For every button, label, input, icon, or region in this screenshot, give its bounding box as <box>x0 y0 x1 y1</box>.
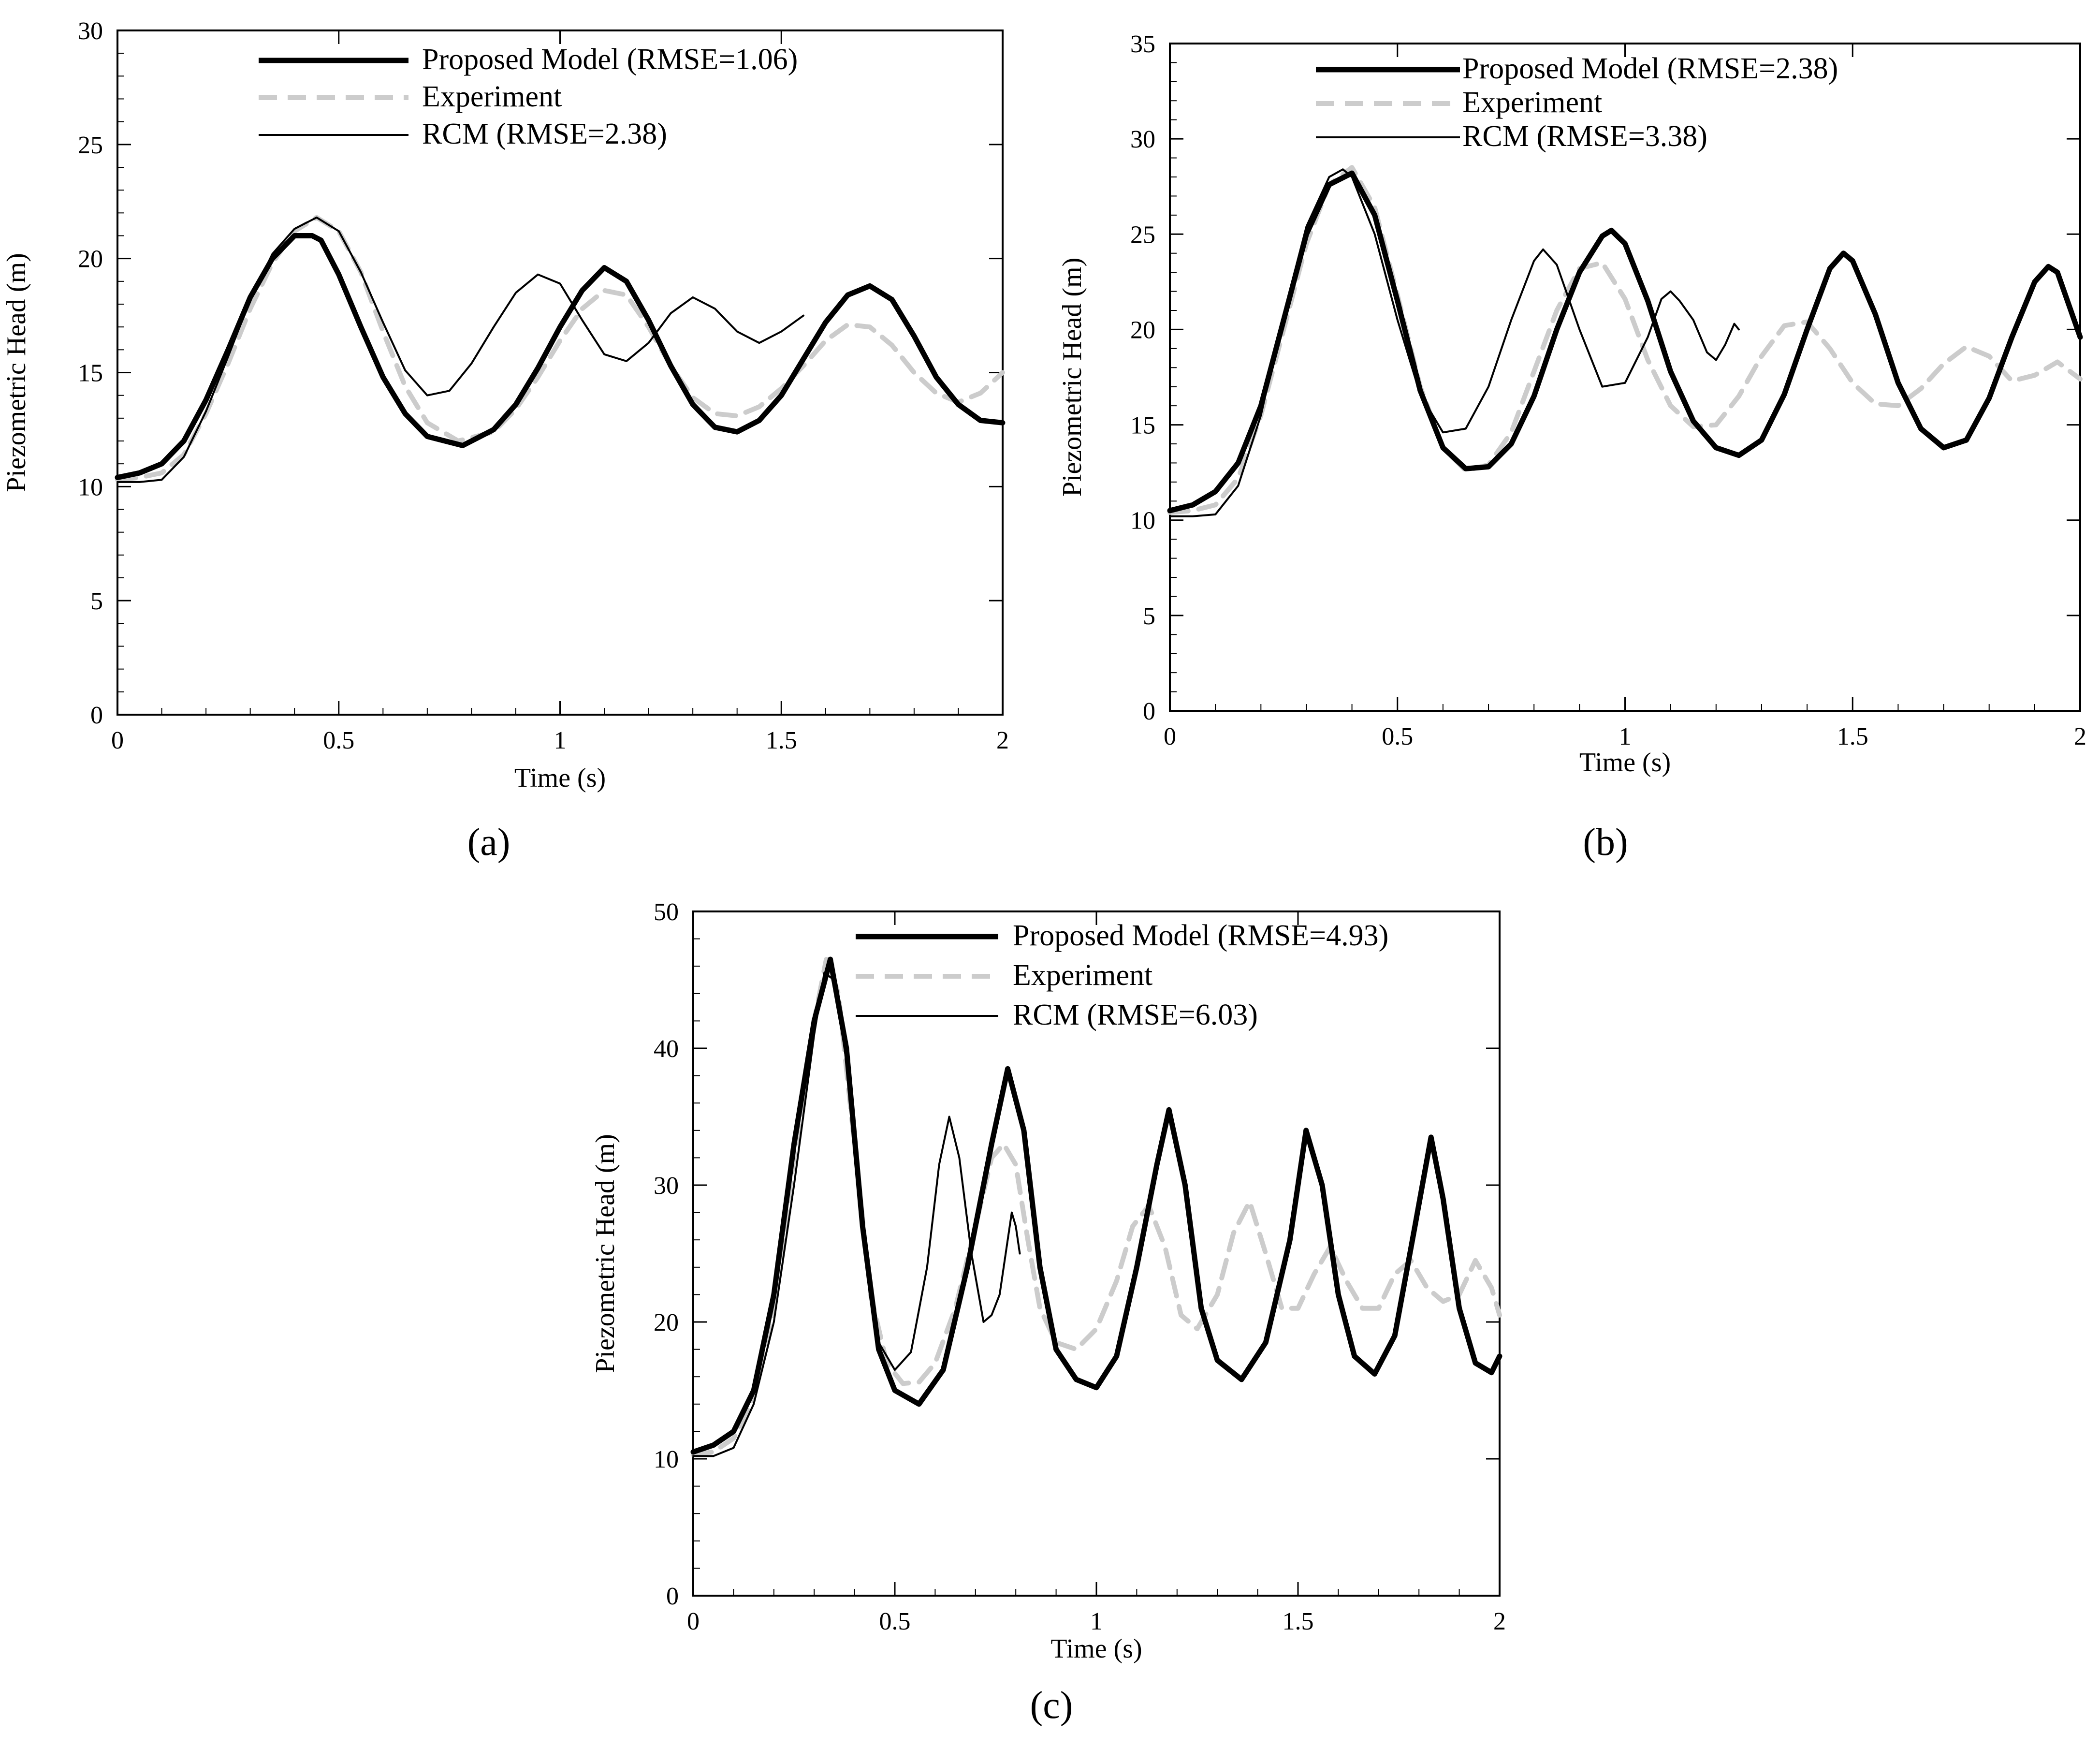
y-tick-label: 35 <box>1130 30 1155 58</box>
y-tick-label: 10 <box>654 1446 679 1473</box>
y-tick-label: 30 <box>78 17 103 45</box>
legend-label-rcm: RCM (RMSE=6.03) <box>1013 998 1258 1031</box>
x-tick-label: 1 <box>1090 1608 1103 1635</box>
y-tick-label: 0 <box>1143 698 1155 725</box>
legend-label-proposed: Proposed Model (RMSE=4.93) <box>1013 919 1388 952</box>
y-tick-label: 5 <box>90 587 103 615</box>
y-tick-label: 20 <box>78 246 103 273</box>
legend-label-proposed: Proposed Model (RMSE=1.06) <box>422 43 798 76</box>
y-tick-label: 20 <box>654 1309 679 1336</box>
y-tick-label: 15 <box>78 360 103 387</box>
legend-label-experiment: Experiment <box>1462 86 1602 119</box>
x-tick-label: 0 <box>687 1608 700 1635</box>
x-tick-label: 2 <box>2074 723 2086 750</box>
series-line-proposed <box>1167 170 2083 514</box>
y-axis-label: Piezometric Head (m) <box>1 253 31 492</box>
y-tick-label: 40 <box>654 1035 679 1063</box>
x-axis-label: Time (s) <box>1050 1634 1142 1664</box>
y-axis-label: Piezometric Head (m) <box>1057 258 1087 497</box>
series-line-proposed <box>690 956 1502 1455</box>
x-tick-label: 0.5 <box>879 1608 911 1635</box>
legend-label-experiment: Experiment <box>422 80 562 113</box>
x-tick-label: 1.5 <box>1283 1608 1314 1635</box>
x-tick-label: 1 <box>554 727 567 754</box>
panel-caption: (c) <box>1030 1684 1073 1727</box>
x-tick-label: 2 <box>1493 1608 1506 1635</box>
x-axis-label: Time (s) <box>1579 748 1671 778</box>
legend-label-experiment: Experiment <box>1013 959 1152 992</box>
panel-caption: (b) <box>1583 821 1628 864</box>
x-tick-label: 0.5 <box>323 727 354 754</box>
y-tick-label: 5 <box>1143 602 1155 630</box>
y-tick-label: 0 <box>90 702 103 729</box>
y-tick-label: 20 <box>1130 316 1155 344</box>
x-tick-label: 1.5 <box>1837 723 1868 750</box>
x-tick-label: 0.5 <box>1382 723 1413 750</box>
legend-label-rcm: RCM (RMSE=2.38) <box>422 117 667 150</box>
series-line-experiment <box>1167 165 2083 515</box>
x-tick-label: 1.5 <box>766 727 797 754</box>
y-tick-label: 30 <box>654 1172 679 1200</box>
y-axis-label: Piezometric Head (m) <box>590 1134 620 1373</box>
series-line-proposed <box>115 233 1006 480</box>
y-tick-label: 10 <box>78 473 103 501</box>
y-tick-label: 25 <box>78 132 103 159</box>
x-tick-label: 0 <box>1164 723 1176 750</box>
y-tick-label: 50 <box>654 898 679 926</box>
legend-label-proposed: Proposed Model (RMSE=2.38) <box>1462 52 1838 85</box>
x-tick-label: 0 <box>111 727 124 754</box>
series-line-rcm <box>1169 168 1740 517</box>
x-axis-label: Time (s) <box>514 763 606 793</box>
y-tick-label: 15 <box>1130 412 1155 440</box>
x-tick-label: 2 <box>996 727 1009 754</box>
y-tick-label: 10 <box>1130 507 1155 535</box>
panel-caption: (a) <box>467 821 510 864</box>
y-tick-label: 30 <box>1130 126 1155 153</box>
y-tick-label: 0 <box>666 1583 679 1610</box>
series-line-rcm <box>692 972 1021 1457</box>
y-tick-label: 25 <box>1130 221 1155 249</box>
legend-label-rcm: RCM (RMSE=3.38) <box>1462 120 1707 153</box>
x-tick-label: 1 <box>1619 723 1632 750</box>
series-line-experiment <box>115 215 1005 483</box>
